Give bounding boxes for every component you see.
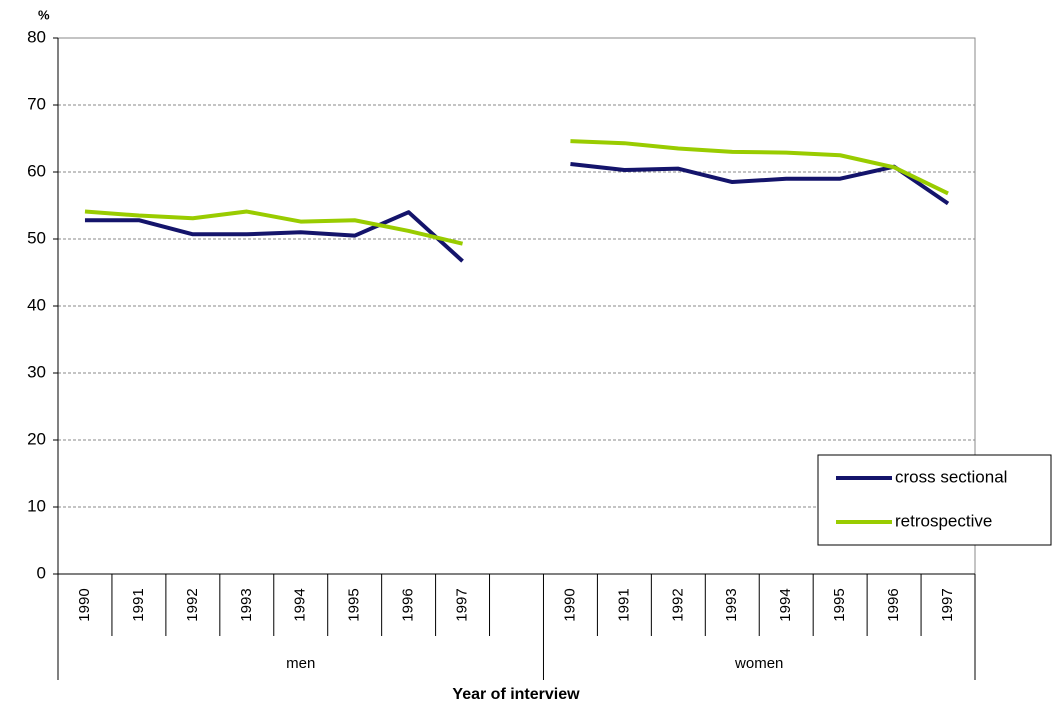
x-tick-label: 1994: [292, 588, 309, 621]
x-tick-label: 1997: [454, 588, 471, 621]
x-tick-label: 1996: [885, 588, 902, 621]
series-line: [84, 139, 949, 246]
y-tick-label: 50: [27, 228, 46, 247]
y-tick-label: 30: [27, 362, 46, 381]
x-tick-label: 1990: [561, 588, 578, 621]
x-axis-title: Year of interview: [452, 686, 580, 703]
x-tick-label: 1996: [400, 588, 417, 621]
x-tick-label: 1997: [939, 588, 956, 621]
y-tick-label: 80: [27, 27, 46, 46]
group-label: men: [286, 655, 315, 672]
y-tick-label: 10: [27, 496, 46, 515]
x-tick-label: 1990: [76, 588, 93, 621]
y-tick-label: 20: [27, 429, 46, 448]
x-tick-label: 1992: [184, 588, 201, 621]
legend-label: retrospective: [895, 511, 992, 530]
x-tick-label: 1993: [238, 588, 255, 621]
legend: cross sectional retrospective: [817, 454, 1052, 546]
x-tick-label: 1994: [777, 588, 794, 621]
group-label: women: [734, 655, 783, 672]
legend-label: cross sectional: [895, 467, 1007, 486]
y-tick-label: 0: [37, 563, 46, 582]
legend-box: [817, 454, 1052, 546]
x-tick-label: 1995: [346, 588, 363, 621]
series-line: [84, 161, 950, 263]
y-axis-label: %: [38, 7, 50, 22]
x-tick-label: 1993: [723, 588, 740, 621]
x-tick-label: 1991: [130, 588, 147, 621]
x-tick-label: 1995: [831, 588, 848, 621]
x-tick-label: 1992: [669, 588, 686, 621]
y-tick-label: 70: [27, 94, 46, 113]
y-tick-label: 40: [27, 295, 46, 314]
x-tick-label: 1991: [615, 588, 632, 621]
y-tick-label: 60: [27, 161, 46, 180]
